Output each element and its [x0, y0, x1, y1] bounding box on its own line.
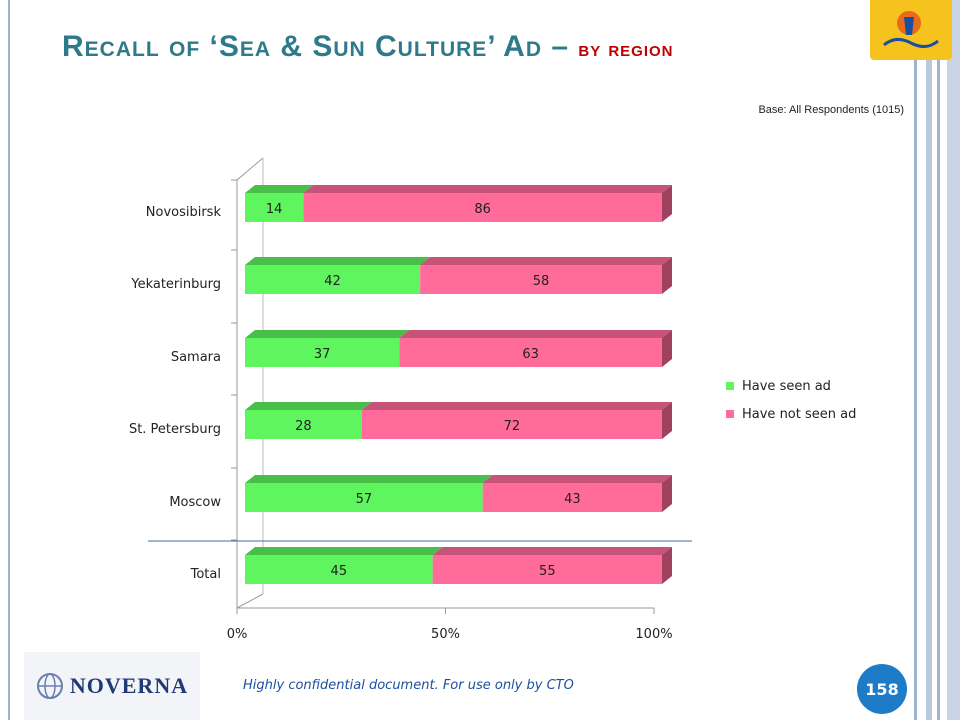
bar-top-4-1: [482, 475, 672, 483]
data-label-2-0: 37: [314, 347, 331, 362]
category-label-1: Yekaterinburg: [130, 277, 221, 292]
data-label-0-1: 86: [474, 202, 491, 217]
bar-5-0: [245, 555, 433, 584]
data-label-2-1: 63: [522, 347, 539, 362]
bar-top-4-0: [245, 475, 493, 483]
data-label-3-1: 72: [504, 419, 521, 434]
data-label-5-1: 55: [539, 564, 556, 579]
category-label-4: Moscow: [169, 495, 221, 510]
bar-side-2: [662, 330, 672, 367]
cyprus-logo-icon: [883, 11, 939, 48]
bar-top-2-0: [245, 330, 410, 338]
category-label-0: Novosibirsk: [146, 205, 222, 220]
data-label-0-0: 14: [266, 202, 283, 217]
bar-4-0: [245, 483, 483, 512]
bar-top-0-1: [303, 185, 672, 193]
bar-3-1: [361, 410, 662, 439]
bar-3-0: [245, 410, 362, 439]
bar-side-3: [662, 402, 672, 439]
bar-top-1-0: [245, 257, 431, 265]
data-label-5-0: 45: [331, 564, 348, 579]
bar-top-5-1: [432, 547, 672, 555]
bar-top-0-0: [245, 185, 314, 193]
bar-1-0: [245, 265, 421, 294]
bar-top-2-1: [399, 330, 672, 338]
bar-side-4: [662, 475, 672, 512]
bar-5-1: [432, 555, 662, 584]
bar-4-1: [482, 483, 662, 512]
data-label-1-1: 58: [533, 274, 550, 289]
right-decorative-stripes: [910, 0, 960, 720]
bar-1-1: [420, 265, 662, 294]
bar-side-0: [662, 185, 672, 222]
legend-swatch-not-seen: [726, 410, 734, 418]
data-label-4-0: 57: [356, 492, 373, 507]
bar-top-3-1: [361, 402, 672, 410]
bar-top-3-0: [245, 402, 372, 410]
data-label-3-0: 28: [295, 419, 312, 434]
x-axis-depth-left: [236, 593, 264, 609]
category-label-3: St. Petersburg: [129, 422, 221, 437]
legend-item-seen: Have seen ad: [726, 372, 856, 400]
bar-top-1-1: [420, 257, 672, 265]
confidential-note: Highly confidential document. For use on…: [243, 678, 574, 693]
bar-2-0: [245, 338, 400, 367]
noverna-logo: NOVERNA: [24, 652, 200, 720]
bar-top-5-0: [245, 547, 443, 555]
page-number-badge: 158: [857, 664, 907, 714]
legend-label-not-seen: Have not seen ad: [742, 406, 857, 422]
x-tick-label-1: 50%: [431, 627, 460, 642]
legend-item-not-seen: Have not seen ad: [726, 400, 856, 428]
legend-label-seen: Have seen ad: [742, 378, 831, 394]
left-border-rule: [8, 0, 10, 720]
data-label-1-0: 42: [324, 274, 341, 289]
bar-side-1: [662, 257, 672, 294]
category-label-5: Total: [190, 567, 221, 582]
x-tick-label-0: 0%: [227, 627, 248, 642]
legend-swatch-seen: [726, 382, 734, 390]
globe-icon: [36, 673, 63, 699]
bar-side-5: [662, 547, 672, 584]
bar-2-1: [399, 338, 662, 367]
title-sub: by region: [578, 36, 674, 61]
cyprus-logo: [870, 0, 952, 60]
base-note: Base: All Respondents (1015): [758, 104, 904, 116]
data-label-4-1: 43: [564, 492, 581, 507]
noverna-wordmark: NOVERNA: [69, 673, 189, 698]
bar-0-1: [303, 193, 662, 222]
x-tick-label-2: 100%: [635, 627, 672, 642]
chart-legend: Have seen ad Have not seen ad: [726, 372, 856, 428]
category-label-2: Samara: [171, 350, 221, 365]
title-main: Recall of ‘Sea & Sun Culture’ Ad –: [62, 30, 570, 63]
slide-title: Recall of ‘Sea & Sun Culture’ Ad – by re…: [62, 30, 674, 64]
bar-0-0: [245, 193, 304, 222]
y-axis-depth-top: [236, 157, 264, 181]
